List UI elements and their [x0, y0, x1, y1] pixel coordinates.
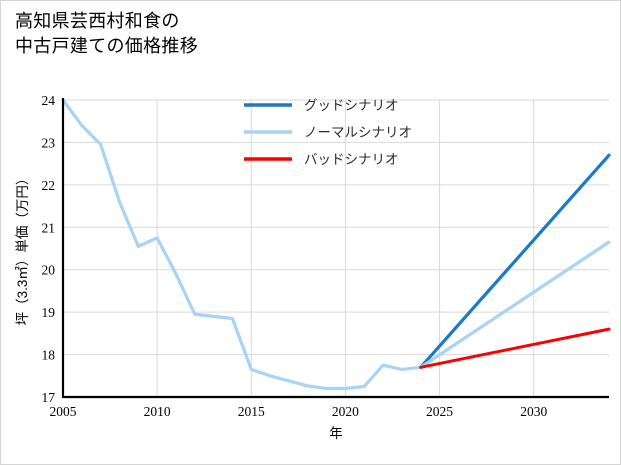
- page-title: 高知県芸西村和食の 中古戸建ての価格推移: [15, 11, 198, 56]
- series-line-3: [419, 327, 611, 369]
- y-tick-label: 17: [42, 390, 56, 405]
- x-tick-label: 2025: [426, 404, 453, 419]
- series-line-1: [419, 153, 611, 369]
- x-tick-label: 2015: [238, 404, 265, 419]
- y-tick-label: 22: [42, 178, 56, 193]
- y-axis-title: 坪（3.3㎡）単価（万円）: [15, 172, 30, 326]
- y-tick-label: 20: [42, 263, 56, 278]
- y-tick-label: 24: [42, 93, 56, 108]
- x-tick-label: 2005: [50, 404, 77, 419]
- y-tick-label: 18: [42, 348, 56, 363]
- series-line-0: [61, 98, 423, 391]
- gridlines: [62, 99, 609, 398]
- x-tick-label: 2030: [520, 404, 547, 419]
- y-tick-label: 19: [42, 305, 56, 320]
- series-line-2: [419, 240, 611, 369]
- legend-label-1: ノーマルシナリオ: [304, 125, 412, 140]
- x-tick-label: 2010: [144, 404, 171, 419]
- legend-label-0: グッドシナリオ: [304, 98, 399, 113]
- legend-label-2: バッドシナリオ: [304, 152, 399, 167]
- tick-labels: 17 18 19 20 21 22 23 24 2005 2010 2015 2020 2025 2030: [42, 93, 548, 419]
- data-series: [61, 98, 611, 391]
- x-tick-label: 2020: [332, 404, 359, 419]
- axis-titles: 年 坪（3.3㎡）単価（万円）: [15, 172, 343, 441]
- y-tick-label: 21: [42, 220, 56, 235]
- x-axis-title: 年: [329, 426, 343, 441]
- axis-spines: [61, 98, 609, 399]
- y-tick-label: 23: [42, 135, 56, 150]
